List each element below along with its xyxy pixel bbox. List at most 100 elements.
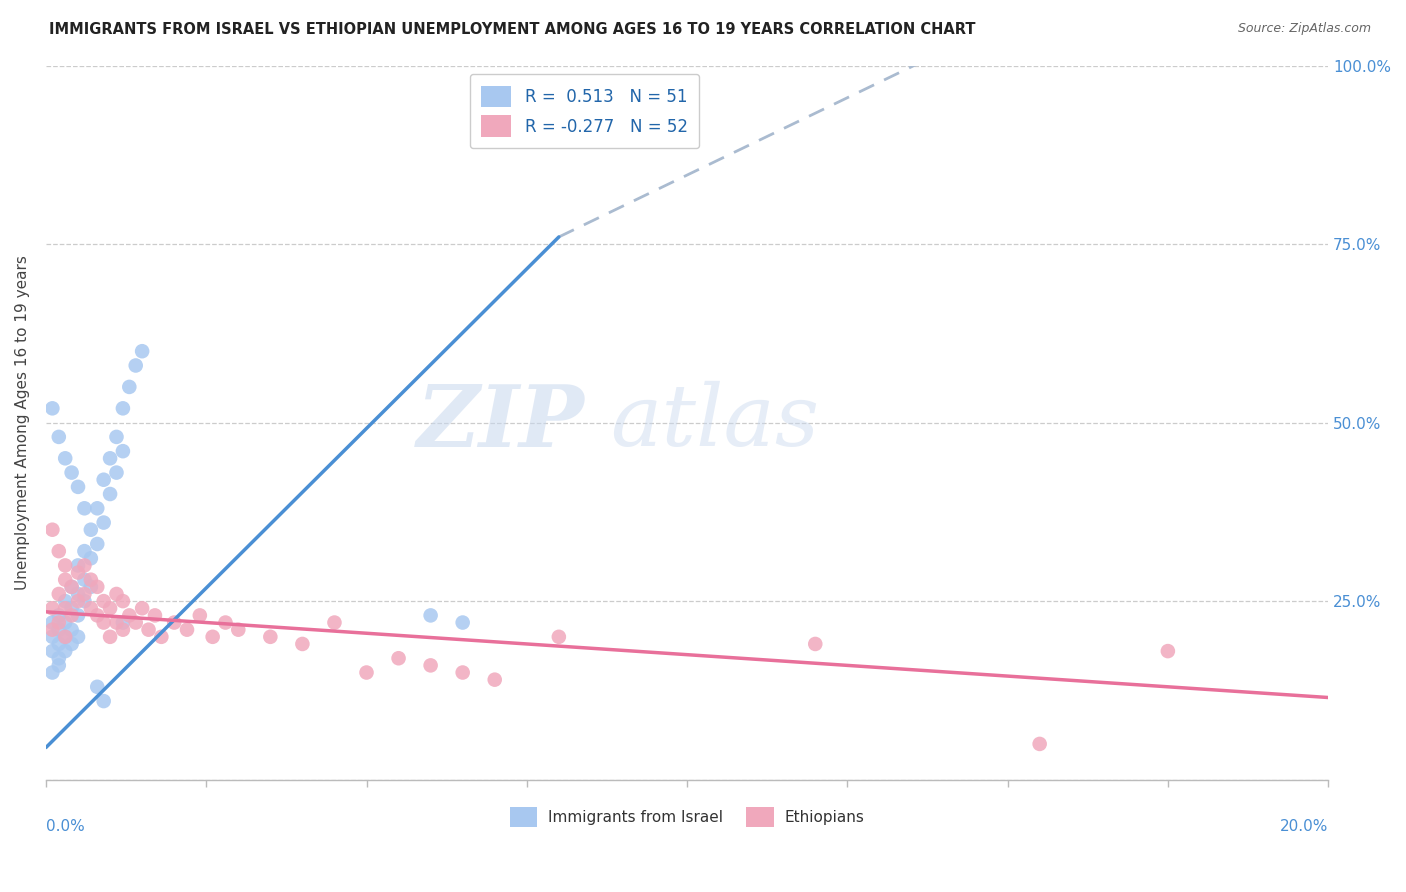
- Point: [60, 608, 83, 623]
- Point: [60, 580, 83, 594]
- Point: [138, 623, 160, 637]
- Point: [73, 573, 96, 587]
- Text: 0.0%: 0.0%: [46, 819, 84, 834]
- Point: [53, 644, 76, 658]
- Text: ZIP: ZIP: [416, 381, 585, 465]
- Point: [73, 544, 96, 558]
- Point: [41, 615, 63, 630]
- Point: [53, 630, 76, 644]
- Point: [125, 359, 148, 373]
- Point: [98, 487, 121, 501]
- Point: [60, 601, 83, 615]
- Legend: Immigrants from Israel, Ethiopians: Immigrants from Israel, Ethiopians: [503, 801, 870, 832]
- Point: [48, 544, 70, 558]
- Y-axis label: Unemployment Among Ages 16 to 19 years: Unemployment Among Ages 16 to 19 years: [15, 255, 30, 590]
- Point: [804, 637, 827, 651]
- Point: [41, 644, 63, 658]
- Point: [53, 630, 76, 644]
- Point: [1157, 644, 1180, 658]
- Point: [80, 523, 103, 537]
- Point: [53, 594, 76, 608]
- Point: [226, 623, 249, 637]
- Point: [66, 587, 89, 601]
- Point: [1028, 737, 1050, 751]
- Point: [86, 680, 108, 694]
- Point: [356, 665, 378, 680]
- Point: [48, 608, 70, 623]
- Point: [150, 630, 173, 644]
- Point: [53, 573, 76, 587]
- Point: [53, 615, 76, 630]
- Point: [131, 601, 153, 615]
- Point: [48, 587, 70, 601]
- Point: [48, 637, 70, 651]
- Point: [111, 623, 134, 637]
- Point: [60, 623, 83, 637]
- Point: [73, 594, 96, 608]
- Point: [93, 694, 115, 708]
- Point: [73, 587, 96, 601]
- Point: [291, 637, 314, 651]
- Point: [41, 601, 63, 615]
- Point: [98, 451, 121, 466]
- Point: [111, 444, 134, 458]
- Point: [60, 637, 83, 651]
- Point: [105, 466, 128, 480]
- Point: [484, 673, 506, 687]
- Point: [73, 501, 96, 516]
- Point: [66, 566, 89, 580]
- Point: [41, 623, 63, 637]
- Point: [66, 608, 89, 623]
- Point: [86, 537, 108, 551]
- Point: [131, 344, 153, 359]
- Point: [163, 615, 186, 630]
- Point: [48, 615, 70, 630]
- Text: atlas: atlas: [610, 381, 820, 464]
- Point: [111, 401, 134, 416]
- Point: [176, 623, 198, 637]
- Point: [80, 573, 103, 587]
- Point: [387, 651, 409, 665]
- Point: [80, 551, 103, 566]
- Point: [125, 615, 148, 630]
- Point: [80, 580, 103, 594]
- Point: [66, 558, 89, 573]
- Point: [118, 608, 141, 623]
- Text: 20.0%: 20.0%: [1279, 819, 1329, 834]
- Point: [201, 630, 224, 644]
- Point: [86, 608, 108, 623]
- Point: [451, 615, 474, 630]
- Point: [419, 658, 441, 673]
- Point: [98, 630, 121, 644]
- Point: [53, 558, 76, 573]
- Point: [48, 658, 70, 673]
- Point: [93, 615, 115, 630]
- Point: [80, 601, 103, 615]
- Point: [41, 401, 63, 416]
- Point: [60, 466, 83, 480]
- Point: [48, 651, 70, 665]
- Text: Source: ZipAtlas.com: Source: ZipAtlas.com: [1237, 22, 1371, 36]
- Point: [41, 523, 63, 537]
- Point: [60, 580, 83, 594]
- Point: [93, 594, 115, 608]
- Point: [214, 615, 236, 630]
- Point: [323, 615, 346, 630]
- Point: [86, 501, 108, 516]
- Point: [53, 451, 76, 466]
- Point: [105, 615, 128, 630]
- Point: [73, 558, 96, 573]
- Point: [419, 608, 441, 623]
- Point: [547, 630, 569, 644]
- Point: [66, 630, 89, 644]
- Point: [98, 601, 121, 615]
- Point: [53, 601, 76, 615]
- Point: [93, 516, 115, 530]
- Point: [451, 665, 474, 680]
- Point: [41, 665, 63, 680]
- Point: [259, 630, 281, 644]
- Point: [93, 473, 115, 487]
- Point: [105, 587, 128, 601]
- Point: [188, 608, 211, 623]
- Point: [86, 580, 108, 594]
